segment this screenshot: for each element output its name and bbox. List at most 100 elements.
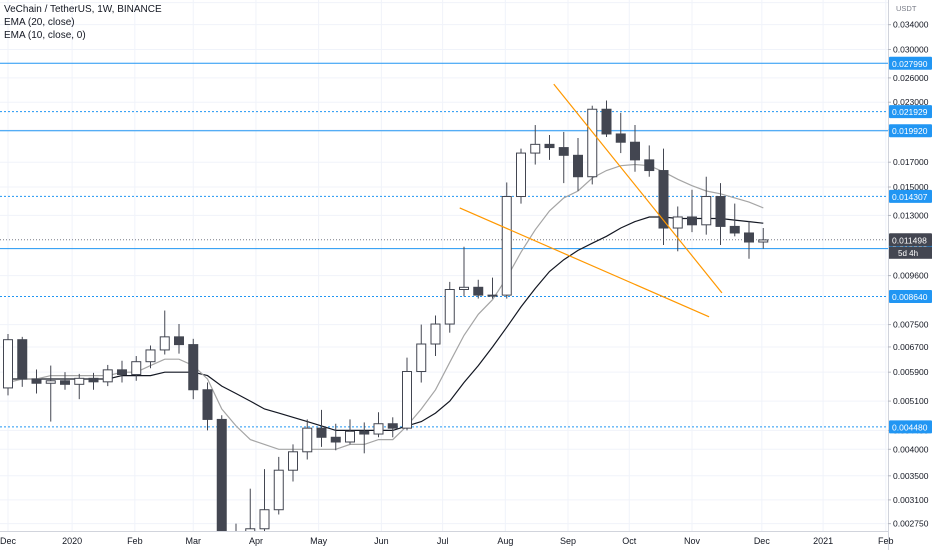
candle: [302, 419, 313, 460]
price-tick-label: 0.004000: [893, 444, 929, 454]
candle: [316, 409, 327, 447]
candle: [402, 357, 412, 431]
candle: [202, 382, 213, 431]
candle-body-up: [459, 286, 469, 291]
level-label-bg: [889, 124, 932, 138]
time-tick-label: Jun: [374, 536, 389, 546]
time-tick-label: Jul: [437, 536, 449, 546]
trendline: [553, 83, 723, 294]
price-tick-label: 0.006700: [893, 342, 929, 352]
candle: [60, 372, 70, 390]
candle-body-down: [715, 196, 726, 227]
candle-body-up: [102, 369, 113, 383]
level-label-bg: [889, 105, 932, 119]
candle-body-down: [658, 170, 669, 229]
candle: [544, 134, 555, 160]
level-label: 0.014307: [889, 189, 932, 203]
candle: [430, 315, 441, 357]
candle-body-up: [516, 152, 526, 198]
candle-body-down: [729, 225, 740, 234]
candle: [416, 324, 427, 383]
candle-body-down: [558, 147, 569, 156]
time-tick-label: Nov: [684, 536, 701, 546]
price-tick-label: 0.015000: [893, 182, 929, 192]
candle: [615, 112, 626, 154]
candle: [330, 423, 341, 451]
candle: [359, 422, 370, 454]
candle: [245, 488, 256, 531]
price-tick-label: 0.002750: [893, 519, 929, 529]
level-label-text: 0.021929: [892, 107, 928, 117]
candle: [31, 369, 42, 394]
legend-symbol[interactable]: VeChain / TetherUS, 1W, BINANCE: [4, 4, 162, 15]
level-label-text: 0.008640: [892, 292, 928, 302]
time-tick-label: Oct: [622, 536, 637, 546]
price-tick-label: 0.034000: [893, 20, 929, 30]
level-label: 0.027990: [889, 56, 932, 70]
candle-body-down: [359, 430, 370, 435]
ema20-line: [8, 216, 764, 431]
candle-body-down: [544, 143, 555, 149]
candle: [188, 338, 199, 400]
candle-body-up: [758, 239, 769, 243]
level-label: 0.021929: [889, 105, 932, 119]
time-tick-label: Dec: [0, 536, 16, 546]
candle-body-up: [587, 108, 598, 178]
legend-ema10[interactable]: EMA (10, close, 0): [4, 30, 86, 41]
chart-legend: VeChain / TetherUS, 1W, BINANCE EMA (20,…: [4, 3, 162, 42]
candle-body-down: [216, 418, 227, 531]
legend-ema20[interactable]: EMA (20, close): [4, 17, 75, 28]
candle-body-up: [74, 377, 85, 385]
candle: [444, 281, 455, 333]
candle: [102, 364, 113, 387]
level-label-text: 0.019920: [892, 126, 928, 136]
candle: [644, 145, 655, 177]
candle: [530, 125, 541, 165]
price-tick-label: 0.007500: [893, 320, 929, 330]
candle-body-down: [601, 108, 612, 135]
price-tick-label: 0.005100: [893, 396, 929, 406]
candle-body-up: [273, 469, 284, 511]
current-price-label: 0.011498: [889, 233, 932, 247]
candle-body-up: [345, 430, 355, 443]
level-label-bg: [889, 420, 932, 434]
time-tick-label: Feb: [127, 536, 143, 546]
trendline: [459, 207, 710, 318]
level-label-text: 0.027990: [892, 59, 928, 69]
level-label-bg: [889, 189, 932, 203]
candle-body-down: [60, 380, 70, 385]
plot-area: [0, 62, 888, 531]
candle: [715, 183, 726, 246]
candle-body-up: [288, 451, 298, 471]
candle-body-up: [373, 423, 384, 435]
price-tick-label: 0.026000: [893, 73, 929, 83]
candle-body-up: [45, 380, 56, 384]
countdown-bg: [889, 246, 932, 259]
candle: [701, 176, 712, 235]
candle-body-up: [259, 509, 270, 530]
candle-body-up: [245, 528, 256, 531]
candle: [259, 469, 270, 531]
candle: [729, 203, 740, 237]
candle-body-down: [188, 344, 199, 391]
candle: [672, 206, 683, 252]
time-tick-label: Sep: [560, 536, 576, 546]
candle: [345, 419, 355, 445]
candle: [74, 373, 85, 400]
time-tick-label: Apr: [249, 536, 263, 546]
countdown-label: 5d 4h: [889, 246, 932, 259]
candle: [17, 336, 28, 387]
candle: [174, 324, 184, 354]
candle: [558, 131, 569, 184]
candle-body-up: [3, 339, 13, 389]
candle-body-down: [687, 216, 697, 226]
candle: [145, 345, 156, 369]
time-tick-label: Mar: [186, 536, 202, 546]
level-label-bg: [889, 56, 932, 70]
time-tick-label: Aug: [497, 536, 513, 546]
candle: [131, 356, 142, 381]
time-tick-label: 2020: [62, 536, 82, 546]
candle: [459, 246, 469, 297]
candle: [235, 523, 237, 531]
